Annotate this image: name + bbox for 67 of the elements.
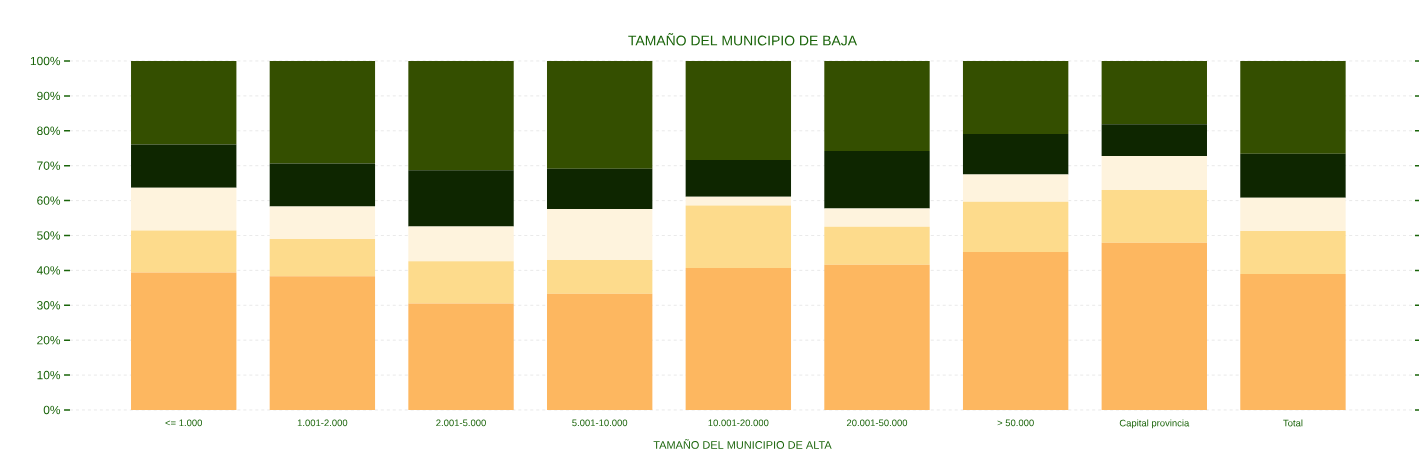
bar <box>1101 190 1207 243</box>
bar <box>1101 60 1207 125</box>
y-tick-label: 20% <box>37 335 61 345</box>
bar <box>131 187 237 231</box>
bar <box>1101 155 1207 191</box>
bar <box>685 160 792 197</box>
bar <box>824 151 930 209</box>
bar <box>546 208 653 260</box>
bar <box>408 261 514 304</box>
y-tick-label: 30% <box>37 301 61 310</box>
bar <box>1101 242 1207 410</box>
x-tick-label: 2.001-5.000 <box>436 419 486 427</box>
y-tick-label: 0% <box>43 405 61 415</box>
bar <box>408 303 514 410</box>
bar <box>131 144 237 188</box>
bar <box>824 208 930 227</box>
bar <box>269 206 376 239</box>
bar <box>1240 230 1346 274</box>
bar <box>1240 273 1346 410</box>
bar <box>685 60 792 161</box>
bar <box>131 230 237 273</box>
y-tick-label: 90% <box>37 91 61 101</box>
bar <box>685 205 792 268</box>
bar <box>824 226 930 265</box>
bar <box>546 293 653 410</box>
x-tick-label: > 50.000 <box>997 419 1034 427</box>
bar <box>131 272 237 410</box>
bar <box>408 170 514 227</box>
bar <box>408 226 514 262</box>
x-tick-label: <= 1.000 <box>165 419 203 427</box>
bar <box>685 267 792 410</box>
y-tick-label: 50% <box>37 231 61 240</box>
x-tick-label: Capital provincia <box>1119 419 1190 429</box>
x-tick-label: 1.001-2.000 <box>297 419 348 427</box>
bar <box>962 201 1069 252</box>
y-tick-label: 100% <box>30 56 61 66</box>
bar <box>1240 197 1346 231</box>
x-tick-label: 5.001-10.000 <box>572 419 628 427</box>
y-tick-label: 60% <box>37 196 61 205</box>
bar <box>824 264 930 410</box>
y-tick-label: 40% <box>36 266 61 275</box>
x-tick-label: 10.001-20.000 <box>708 419 769 427</box>
bar <box>269 238 376 277</box>
bar <box>685 196 792 206</box>
y-tick-label: 80% <box>37 126 61 136</box>
x-tick-label: Total <box>1283 419 1303 427</box>
x-tick-label: 20.001-50.000 <box>846 419 908 427</box>
bar <box>962 174 1069 202</box>
y-tick-label: 10% <box>37 370 61 380</box>
bar <box>1240 153 1346 198</box>
bar <box>962 60 1069 134</box>
bar <box>824 60 930 152</box>
bar <box>546 60 653 169</box>
bar <box>1240 60 1346 154</box>
x-axis-title: TAMAÑO DEL MUNICIPIO DE ALTA <box>653 439 832 449</box>
bar <box>269 276 376 410</box>
bar <box>546 168 653 209</box>
bar <box>546 259 653 294</box>
bar <box>269 60 376 164</box>
y-tick-label: 70% <box>37 161 61 170</box>
chart-title: TAMAÑO DEL MUNICIPIO DE BAJA <box>628 33 858 46</box>
bar <box>408 60 514 171</box>
bar <box>962 133 1069 175</box>
bar <box>269 163 376 207</box>
bar <box>1101 124 1207 156</box>
bar <box>962 251 1069 410</box>
bar <box>131 60 237 145</box>
